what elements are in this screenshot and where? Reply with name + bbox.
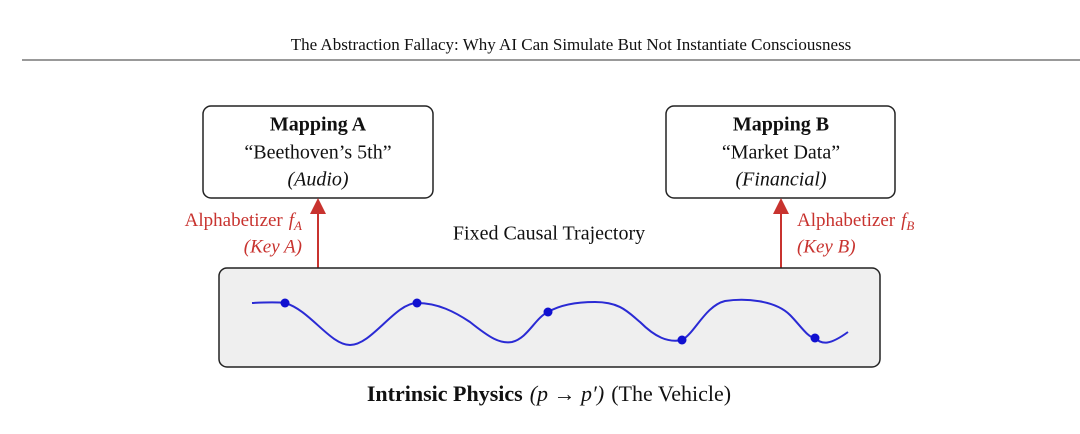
trajectory-point bbox=[280, 298, 290, 308]
mapping-a-content: “Beethoven’s 5th” bbox=[244, 142, 391, 164]
mapping-b-title: Mapping B bbox=[733, 114, 829, 136]
trajectory-point bbox=[412, 298, 422, 308]
alphabetizer-b-symbol: f bbox=[901, 210, 909, 231]
mapping-b-content: “Market Data” bbox=[722, 142, 840, 164]
alphabetizer-a: Alphabetizer fA bbox=[185, 210, 302, 233]
trajectory-label: Fixed Causal Trajectory bbox=[453, 223, 645, 245]
alphabetizer-b-key: (Key B) bbox=[797, 236, 856, 257]
mapping-a-title: Mapping A bbox=[270, 114, 367, 136]
alphabetizer-a-key: (Key A) bbox=[244, 236, 302, 257]
caption: Intrinsic Physics (p → p′) (The Vehicle) bbox=[367, 381, 731, 406]
caption-formula: (p → p′) bbox=[530, 381, 604, 406]
trajectory-point bbox=[810, 333, 820, 343]
trajectory-wave bbox=[251, 298, 849, 347]
caption-title: Intrinsic Physics bbox=[367, 381, 523, 406]
trajectory-point bbox=[677, 335, 687, 345]
mapping-a-kind: (Audio) bbox=[287, 169, 348, 191]
trajectory-point bbox=[543, 307, 553, 317]
alphabetizer-b: Alphabetizer fB bbox=[797, 210, 914, 233]
mapping-b-kind: (Financial) bbox=[735, 169, 826, 191]
physics-box bbox=[218, 267, 881, 368]
alphabetizer-a-symbol: f bbox=[289, 210, 297, 231]
caption-note: (The Vehicle) bbox=[611, 381, 731, 406]
running-header: The Abstraction Fallacy: Why AI Can Simu… bbox=[291, 35, 852, 54]
alphabetizer-b-subscript: B bbox=[906, 218, 914, 233]
alphabetizer-a-label: Alphabetizer bbox=[185, 210, 284, 231]
alphabetizer-a-subscript: A bbox=[293, 218, 302, 233]
alphabetizer-b-label: Alphabetizer bbox=[797, 210, 896, 231]
